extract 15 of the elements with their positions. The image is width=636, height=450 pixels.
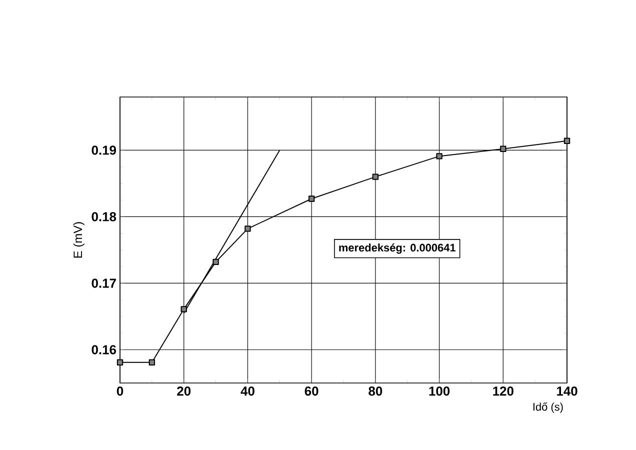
x-tick-label: 60 — [304, 386, 318, 396]
x-axis-title: Idő (s) — [533, 402, 563, 413]
y-tick-label: 0.18 — [92, 212, 116, 222]
y-tick-label: 0.19 — [92, 146, 116, 155]
x-tick-label: 120 — [493, 386, 514, 396]
x-tick-label: 0 — [116, 386, 124, 396]
x-tick-label: 80 — [368, 386, 382, 396]
annotation: meredekség: 0.000641 — [339, 243, 456, 254]
y-tick-label: 0.16 — [92, 345, 116, 354]
x-tick-label: 40 — [240, 386, 254, 396]
y-tick-label: 0.17 — [92, 278, 116, 288]
x-tick-label: 140 — [557, 386, 578, 396]
x-tick-label: 100 — [429, 386, 450, 396]
y-axis-title: E (mV) — [73, 222, 84, 258]
x-tick-label: 20 — [177, 386, 191, 396]
